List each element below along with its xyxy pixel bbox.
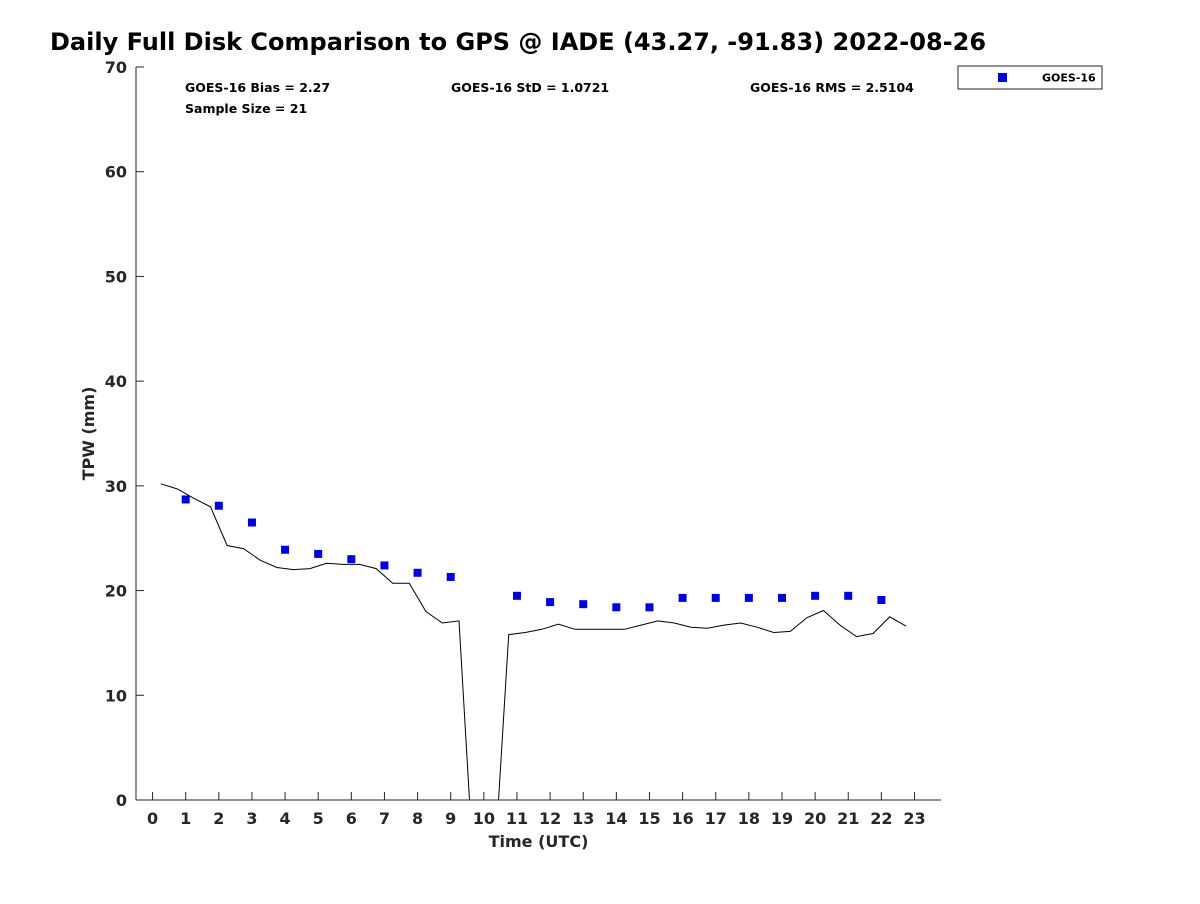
x-tick-label: 13 xyxy=(572,809,594,828)
x-tick-label: 4 xyxy=(280,809,291,828)
x-tick-label: 18 xyxy=(738,809,760,828)
y-tick-label: 20 xyxy=(105,582,127,601)
x-tick-label: 5 xyxy=(313,809,324,828)
goes16-point xyxy=(181,495,190,504)
x-tick-label: 10 xyxy=(473,809,495,828)
y-tick-label: 40 xyxy=(105,372,127,391)
goes16-point xyxy=(413,568,422,577)
chart-title: Daily Full Disk Comparison to GPS @ IADE… xyxy=(50,28,987,56)
y-tick-label: 10 xyxy=(105,686,127,705)
stat-std: GOES-16 StD = 1.0721 xyxy=(451,80,609,95)
x-tick-label: 3 xyxy=(246,809,257,828)
goes16-point xyxy=(811,591,820,600)
x-tick-label: 17 xyxy=(705,809,727,828)
y-tick-label: 70 xyxy=(105,58,127,77)
goes16-point xyxy=(579,600,588,609)
y-tick-label: 50 xyxy=(105,267,127,286)
stat-bias: GOES-16 Bias = 2.27 xyxy=(185,80,330,95)
goes16-point xyxy=(314,549,323,558)
x-tick-label: 22 xyxy=(870,809,892,828)
x-tick-label: 16 xyxy=(671,809,693,828)
goes16-point xyxy=(512,591,521,600)
x-tick-label: 14 xyxy=(605,809,627,828)
goes16-point xyxy=(844,591,853,600)
stat-sample-size: Sample Size = 21 xyxy=(185,101,307,116)
y-tick-label: 60 xyxy=(105,163,127,182)
x-tick-label: 11 xyxy=(506,809,528,828)
goes16-point xyxy=(380,561,389,570)
goes16-point xyxy=(877,595,886,604)
x-axis-label: Time (UTC) xyxy=(489,832,589,851)
goes16-point xyxy=(645,603,654,612)
x-tick-label: 2 xyxy=(213,809,224,828)
goes16-point xyxy=(744,593,753,602)
gps-line xyxy=(160,483,907,800)
legend-label: GOES-16 xyxy=(1042,72,1096,85)
y-tick-label: 30 xyxy=(105,477,127,496)
x-tick-label: 12 xyxy=(539,809,561,828)
goes16-point xyxy=(446,572,455,581)
x-tick-label: 9 xyxy=(445,809,456,828)
x-tick-label: 23 xyxy=(903,809,925,828)
x-tick-label: 15 xyxy=(638,809,660,828)
x-tick-label: 0 xyxy=(147,809,158,828)
x-tick-label: 6 xyxy=(346,809,357,828)
goes16-point xyxy=(281,545,290,554)
x-tick-label: 1 xyxy=(180,809,191,828)
goes16-point xyxy=(678,593,687,602)
goes16-point xyxy=(711,593,720,602)
goes16-point xyxy=(777,593,786,602)
y-axis-label: TPW (mm) xyxy=(79,387,98,481)
goes16-point xyxy=(612,603,621,612)
stat-rms: GOES-16 RMS = 2.5104 xyxy=(750,80,914,95)
x-tick-label: 7 xyxy=(379,809,390,828)
goes16-point xyxy=(546,598,555,607)
x-tick-label: 19 xyxy=(771,809,793,828)
x-tick-label: 21 xyxy=(837,809,859,828)
goes16-point xyxy=(247,518,256,527)
goes16-point xyxy=(214,501,223,510)
goes16-point xyxy=(347,555,356,564)
y-tick-label: 0 xyxy=(116,791,127,810)
x-tick-label: 20 xyxy=(804,809,826,828)
legend-box xyxy=(957,65,1103,90)
x-tick-label: 8 xyxy=(412,809,423,828)
legend-marker xyxy=(998,73,1007,82)
